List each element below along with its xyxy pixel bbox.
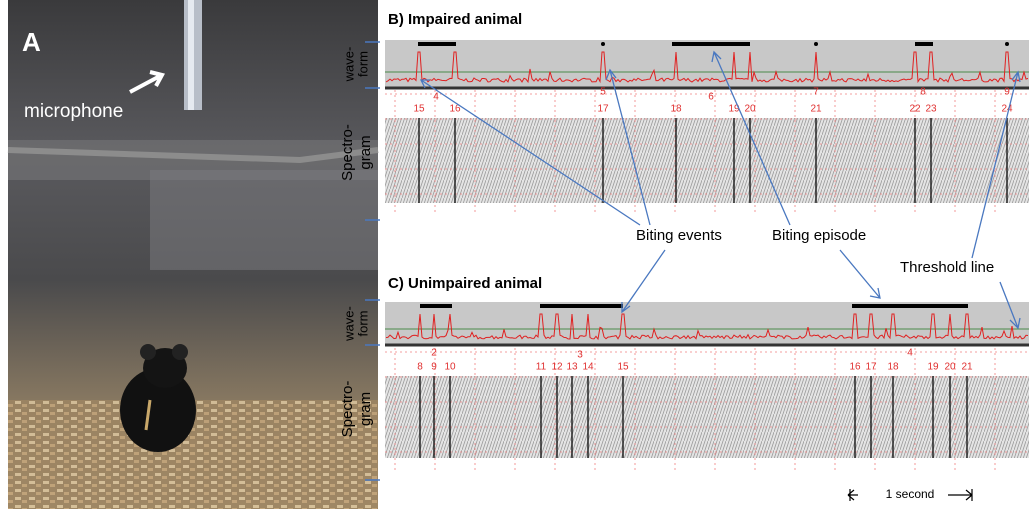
episode-number: 9 — [1004, 87, 1010, 98]
episode-number: 2 — [431, 348, 437, 359]
event-number: 15 — [413, 104, 425, 115]
panel-title: C) Unimpaired animal — [388, 275, 542, 292]
event-number: 15 — [617, 362, 629, 373]
axis-label: form — [355, 311, 370, 337]
callout: Threshold line — [900, 259, 994, 276]
callout: Biting episode — [772, 227, 866, 244]
axis-label: form — [355, 51, 370, 77]
panel-label: A — [22, 27, 41, 57]
axis-label: gram — [357, 392, 374, 426]
callout: Biting events — [636, 227, 722, 244]
event-number: 21 — [961, 362, 973, 373]
axis-label: Spectro- — [339, 381, 356, 438]
event-number: 8 — [417, 362, 423, 373]
event-number: 19 — [927, 362, 939, 373]
event-number: 17 — [597, 104, 609, 115]
episode-number: 6 — [708, 92, 714, 103]
panel-title: B) Impaired animal — [388, 11, 522, 28]
episode-number: 3 — [577, 350, 583, 361]
episode-dot — [814, 42, 818, 46]
spectrogram — [385, 118, 1029, 203]
episode-number: 4 — [907, 348, 913, 359]
episode-dot — [601, 42, 605, 46]
axis-label: wave- — [341, 306, 356, 342]
event-number: 11 — [536, 362, 547, 373]
photo — [8, 0, 378, 509]
event-number: 16 — [849, 362, 861, 373]
episode-dot — [1005, 42, 1009, 46]
event-number: 19 — [728, 104, 740, 115]
axis-label: gram — [357, 135, 374, 169]
scale-label: 1 second — [886, 487, 935, 501]
event-number: 12 — [551, 362, 563, 373]
event-number: 18 — [670, 104, 682, 115]
event-number: 23 — [925, 104, 937, 115]
figure: A microphone B) Impaired animal 15 16 17 18 1… — [0, 0, 1029, 509]
episode-number: 8 — [920, 87, 926, 98]
event-number: 21 — [810, 104, 822, 115]
event-number: 10 — [444, 362, 456, 373]
event-number: 9 — [431, 362, 437, 373]
event-number: 13 — [566, 362, 578, 373]
event-number: 22 — [909, 104, 921, 115]
event-number: 20 — [744, 104, 756, 115]
axis-label: Spectro- — [339, 124, 356, 181]
event-number: 18 — [887, 362, 899, 373]
annotation: microphone — [24, 101, 123, 122]
episode-number: 4 — [433, 92, 439, 103]
event-number: 17 — [865, 362, 877, 373]
event-number: 14 — [582, 362, 594, 373]
event-number: 20 — [944, 362, 956, 373]
episode-number: 7 — [813, 87, 819, 98]
episode-number: 5 — [600, 87, 606, 98]
axis-label: wave- — [341, 47, 356, 83]
